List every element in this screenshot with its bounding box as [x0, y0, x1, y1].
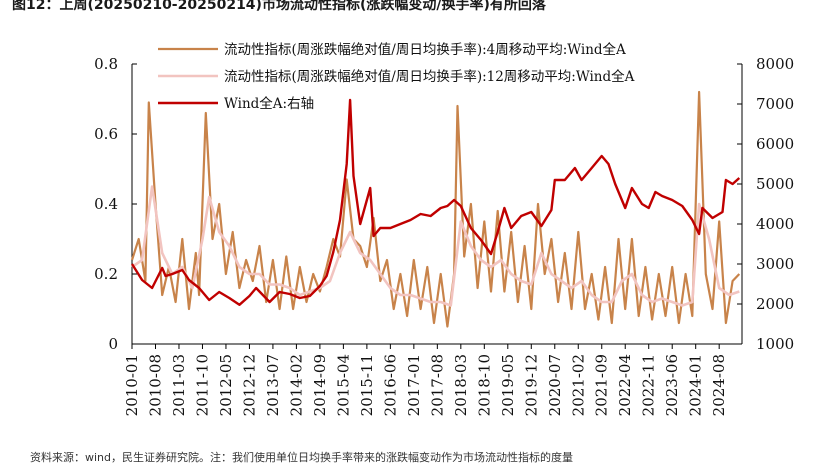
right-tick-label: 1000: [756, 335, 794, 353]
x-tick-label: 2012-05: [217, 354, 235, 416]
x-tick-label: 2023-06: [663, 354, 681, 416]
right-tick-label: 4000: [756, 215, 794, 233]
left-tick-label: 0: [108, 335, 118, 353]
legend-label: 流动性指标(周涨跌幅绝对值/周日均换手率):12周移动平均:Wind全A: [224, 68, 635, 85]
x-tick-label: 2019-12: [522, 354, 540, 416]
x-tick-label: 2017-01: [405, 354, 423, 416]
legend-item-4wk: 流动性指标(周涨跌幅绝对值/周日均换手率):4周移动平均:Wind全A: [158, 41, 626, 58]
legend-item-wind: Wind全A:右轴: [158, 95, 314, 112]
x-tick-label: 2024-08: [710, 354, 728, 416]
x-tick-label: 2014-02: [287, 354, 305, 416]
legend-label: 流动性指标(周涨跌幅绝对值/周日均换手率):4周移动平均:Wind全A: [224, 41, 626, 58]
right-tick-label: 7000: [756, 95, 794, 113]
legend-label: Wind全A:右轴: [224, 95, 314, 112]
axes-layer: 0 0.2 0.4 0.6 0.8 1000 2000 3000 4000 5000 6000 700…: [94, 55, 794, 416]
x-tick-label: 2010-08: [146, 354, 164, 416]
x-tick-label: 2018-03: [452, 354, 470, 416]
left-tick-label: 0.2: [94, 265, 118, 283]
x-tick-label: 2021-02: [569, 354, 587, 416]
x-tick-label: 2015-11: [358, 354, 376, 416]
legend-item-12wk: 流动性指标(周涨跌幅绝对值/周日均换手率):12周移动平均:Wind全A: [158, 68, 635, 85]
series-wind-a-line: [130, 98, 741, 306]
right-tick-label: 3000: [756, 255, 794, 273]
source-note: 资料来源：wind，民生证券研究院。注：我们使用单位日均换手率带来的涨跌幅变动作…: [30, 451, 574, 464]
right-tick-label: 5000: [756, 175, 794, 193]
figure-title: 图12：上周(20250210-20250214)市场流动性指标(涨跌幅变动/换…: [12, 0, 546, 13]
x-tick-label: 2022-04: [616, 354, 634, 416]
x-tick-label: 2019-05: [499, 354, 517, 416]
series-layer: [130, 90, 741, 328]
x-tick-label: 2017-08: [428, 354, 446, 416]
x-tick-label: 2024-01: [687, 354, 705, 416]
x-tick-label: 2011-10: [193, 354, 211, 416]
x-tick-label: 2013-07: [264, 354, 282, 416]
right-tick-label: 6000: [756, 135, 794, 153]
x-tick-label: 2022-11: [640, 354, 658, 416]
x-tick-label: 2010-01: [123, 354, 141, 416]
legend: 流动性指标(周涨跌幅绝对值/周日均换手率):4周移动平均:Wind全A 流动性指标…: [158, 41, 635, 112]
right-tick-label: 8000: [756, 55, 794, 73]
series-4wk-ma-line: [130, 90, 741, 328]
left-tick-label: 0.6: [94, 125, 118, 143]
left-tick-label: 0.8: [94, 55, 118, 73]
x-tick-label: 2018-10: [475, 354, 493, 416]
x-tick-label: 2021-09: [593, 354, 611, 416]
x-tick-label: 2014-09: [311, 354, 329, 416]
x-tick-label: 2015-04: [334, 354, 352, 416]
x-tick-label: 2011-03: [170, 354, 188, 416]
x-tick-label: 2016-06: [381, 354, 399, 416]
x-tick-label: 2020-07: [546, 354, 564, 416]
series-12wk-ma-line: [131, 185, 740, 307]
x-tick-label: 2012-12: [240, 354, 258, 416]
left-tick-label: 0.4: [94, 195, 118, 213]
right-tick-label: 2000: [756, 295, 794, 313]
